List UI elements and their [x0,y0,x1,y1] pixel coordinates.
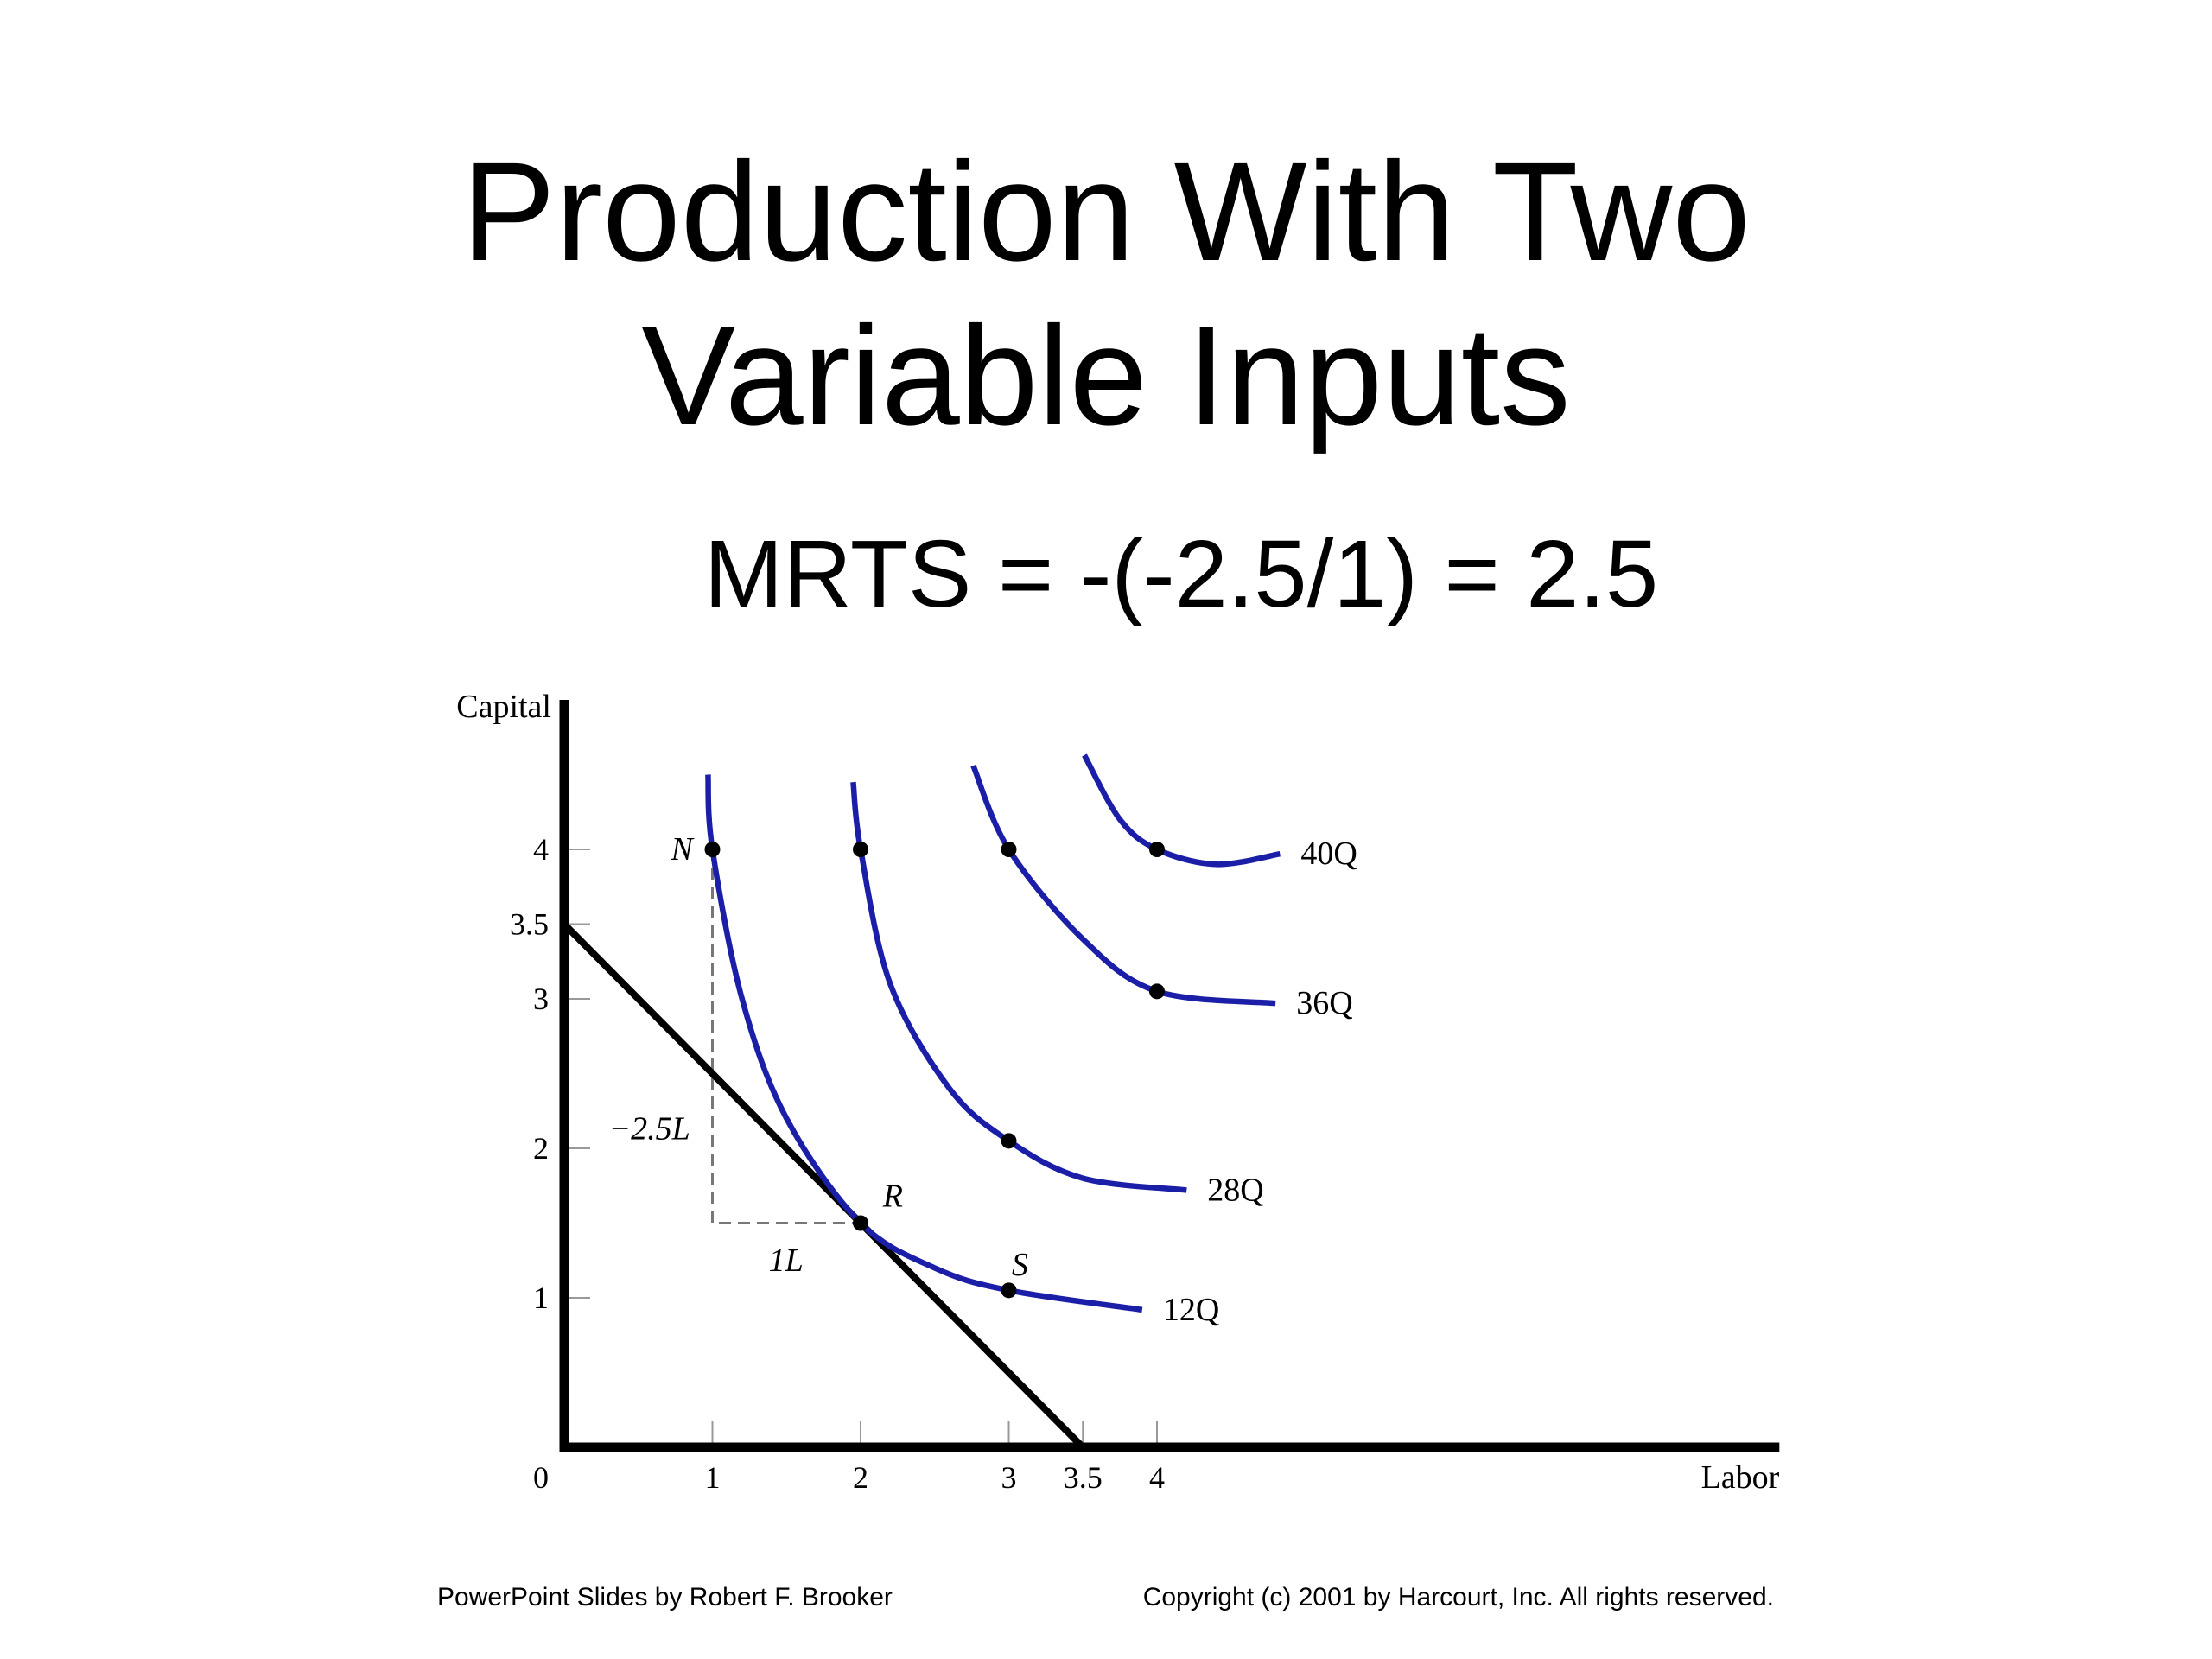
budget-line [562,921,1086,1450]
x-tick-label: 0 [533,1460,549,1495]
y-tick-label: 1 [533,1281,549,1315]
y-tick-label: 2 [533,1131,549,1166]
isoquant [970,764,1276,1007]
footer-left: PowerPoint Slides by Robert F. Brooker [437,1583,893,1611]
point [853,1215,868,1231]
slide-title: Production With Two Variable Inputs [461,132,1751,454]
point [1001,1282,1017,1299]
x-tick-label: 4 [1149,1460,1165,1495]
isoquant [1082,753,1281,868]
x-tick-label: 2 [853,1460,868,1495]
isoquant-label: 28Q [1207,1172,1263,1208]
isoquant [705,774,1143,1313]
footer-right: Copyright (c) 2001 by Harcourt, Inc. All… [1143,1583,1774,1611]
dashed-line [711,849,861,1224]
x-tick-label: 3.5 [1064,1460,1103,1495]
isoquant [850,781,1187,1193]
point [1149,842,1165,857]
y-tick-label: 3 [533,982,549,1016]
annotation: 1L [769,1243,804,1279]
y-tick-label: 4 [533,832,549,867]
x-axis-label: Labor [1701,1459,1780,1496]
annotation: S [1012,1247,1028,1283]
annotation: −2.5L [608,1111,690,1147]
point [1001,1133,1017,1149]
x-tick-label: 1 [705,1460,721,1495]
isoquant-label: 40Q [1300,836,1357,872]
subtitle: MRTS = -(-2.5/1) = 2.5 [704,521,1658,627]
point [704,842,721,857]
annotation: R [882,1178,903,1214]
point [853,842,868,857]
isoquant-label: 12Q [1163,1292,1219,1328]
isoquant-label: 36Q [1296,985,1352,1021]
y-tick-label: 3.5 [510,907,549,942]
x-tick-label: 3 [1001,1460,1017,1495]
annotation: N [670,831,695,868]
y-axis-label: Capital [456,689,551,725]
point [1001,842,1017,857]
point [1149,983,1165,1000]
